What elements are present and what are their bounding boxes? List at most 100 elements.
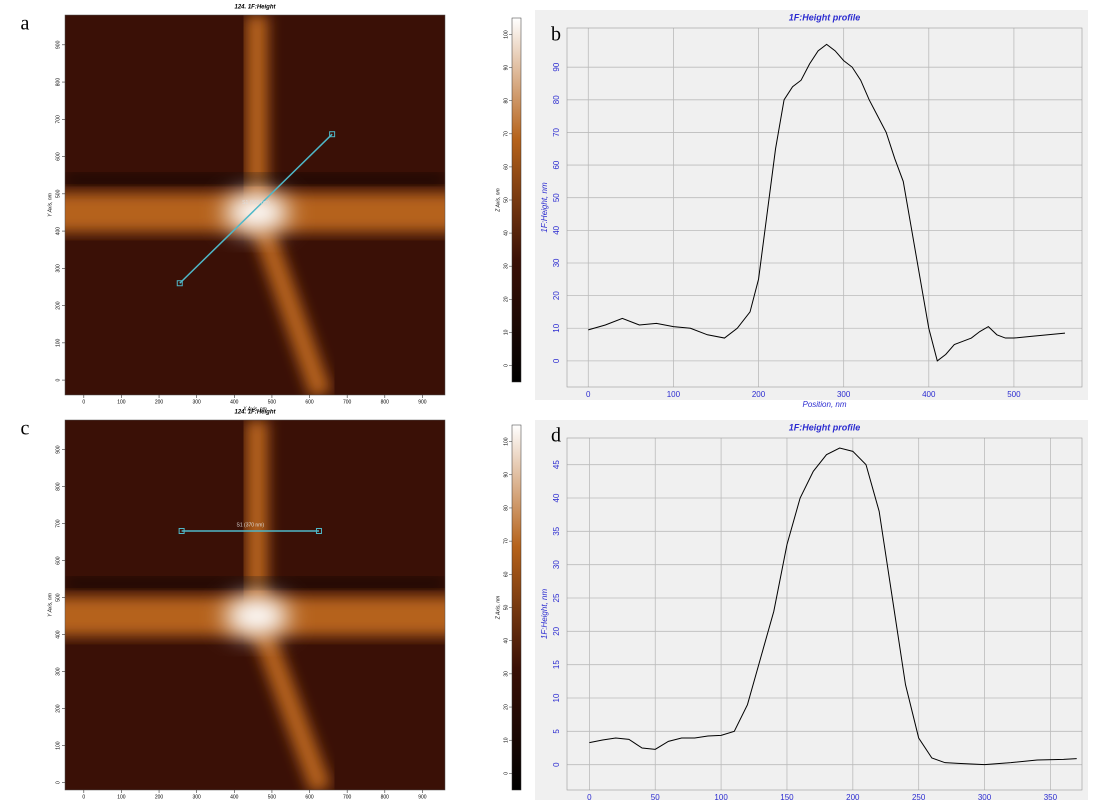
colorbar-tick-label: 10 xyxy=(503,329,509,335)
colorbar-tick-label: 40 xyxy=(503,638,509,644)
y-tick-label: 900 xyxy=(55,40,61,49)
image-frame xyxy=(64,14,446,396)
x-axis-label: X Axis, nm xyxy=(242,406,267,412)
x-tick-label: 0 xyxy=(586,390,591,399)
dark-band xyxy=(65,578,445,589)
x-tick-label: 200 xyxy=(155,794,164,800)
afm-image xyxy=(65,420,445,790)
image-frame xyxy=(64,419,446,791)
y-tick-label: 20 xyxy=(552,626,561,635)
y-tick-label: 700 xyxy=(55,115,61,124)
image-title: 124. 1F:Height xyxy=(234,5,276,11)
colorbar-tick-label: 70 xyxy=(503,538,509,544)
scan-endpoint xyxy=(176,280,183,287)
y-tick-label: 300 xyxy=(55,264,61,273)
colorbar-tick-label: 60 xyxy=(503,571,509,577)
y-tick-label: 60 xyxy=(552,160,561,169)
x-tick-label: 100 xyxy=(714,793,728,800)
panel-label: a xyxy=(21,13,30,35)
panel-label: b xyxy=(551,24,561,46)
y-axis-label: 1F:Height, nm xyxy=(540,182,549,233)
x-tick-label: 500 xyxy=(1007,390,1021,399)
y-tick-label: 90 xyxy=(552,62,561,71)
x-tick-label: 900 xyxy=(418,399,427,405)
y-tick-label: 300 xyxy=(55,667,61,676)
x-tick-label: 100 xyxy=(117,399,126,405)
scan-line xyxy=(179,133,333,284)
colorbar xyxy=(511,424,522,791)
colorbar-tick-label: 0 xyxy=(503,772,509,775)
x-tick-label: 800 xyxy=(381,794,390,800)
x-tick-label: 200 xyxy=(752,390,766,399)
x-tick-label: 150 xyxy=(780,793,794,800)
panel-background xyxy=(535,420,1088,800)
profile-line xyxy=(589,447,1077,766)
y-tick-label: 0 xyxy=(552,762,561,767)
y-tick-label: 800 xyxy=(55,482,61,491)
colorbar-tick-label: 10 xyxy=(503,737,509,743)
y-tick-label: 30 xyxy=(552,258,561,267)
y-tick-label: 100 xyxy=(55,741,61,750)
x-tick-label: 800 xyxy=(381,399,390,405)
plot-frame xyxy=(566,437,1083,791)
afm-image xyxy=(65,15,445,395)
colorbar-tick-label: 50 xyxy=(503,605,509,611)
scan-endpoint xyxy=(329,131,336,138)
x-tick-label: 0 xyxy=(82,399,85,405)
y-tick-label: 0 xyxy=(55,781,61,784)
colorbar-tick-label: 20 xyxy=(503,704,509,710)
y-tick-label: 600 xyxy=(55,556,61,565)
x-tick-label: 500 xyxy=(268,794,277,800)
y-tick-label: 50 xyxy=(552,193,561,202)
x-tick-label: 300 xyxy=(193,399,202,405)
y-tick-label: 800 xyxy=(55,78,61,87)
x-tick-label: 200 xyxy=(155,399,164,405)
chart-title: 1F:Height profile xyxy=(789,422,861,432)
colorbar-tick-label: 40 xyxy=(503,230,509,236)
x-tick-label: 700 xyxy=(343,399,352,405)
colorbar-tick-label: 30 xyxy=(503,263,509,269)
chart-title: 1F:Height profile xyxy=(789,12,861,22)
colorbar-tick-label: 80 xyxy=(503,505,509,511)
x-tick-label: 250 xyxy=(912,793,926,800)
scan-endpoint xyxy=(178,528,185,534)
y-tick-label: 20 xyxy=(552,291,561,300)
y-tick-label: 5 xyxy=(552,729,561,734)
colorbar-tick-label: 90 xyxy=(503,472,509,478)
x-tick-label: 300 xyxy=(837,390,851,399)
x-tick-label: 400 xyxy=(230,794,239,800)
x-tick-label: 500 xyxy=(268,399,277,405)
y-tick-label: 900 xyxy=(55,445,61,454)
y-tick-label: 400 xyxy=(55,227,61,236)
colorbar-tick-label: 70 xyxy=(503,131,509,137)
colorbar-tick-label: 60 xyxy=(503,164,509,170)
x-tick-label: 200 xyxy=(846,793,860,800)
bright-spot xyxy=(224,596,289,637)
colorbar-label: Z Axis, nm xyxy=(495,596,501,620)
panel-background xyxy=(535,10,1088,400)
y-tick-label: 200 xyxy=(55,704,61,713)
colorbar-tick-label: 90 xyxy=(503,65,509,71)
dark-band xyxy=(65,174,445,185)
colorbar-tick-label: 50 xyxy=(503,197,509,203)
y-tick-label: 35 xyxy=(552,526,561,535)
x-tick-label: 350 xyxy=(1044,793,1058,800)
colorbar-tick-label: 0 xyxy=(503,364,509,367)
x-tick-label: 100 xyxy=(117,794,126,800)
x-tick-label: 400 xyxy=(230,399,239,405)
colorbar xyxy=(511,17,522,383)
y-tick-label: 0 xyxy=(552,358,561,363)
panel-label: d xyxy=(551,425,561,447)
y-tick-label: 80 xyxy=(552,95,561,104)
y-tick-label: 25 xyxy=(552,593,561,602)
profile-line xyxy=(588,43,1066,362)
colorbar-label: Z Axis, nm xyxy=(495,188,501,212)
x-tick-label: 400 xyxy=(922,390,936,399)
y-tick-label: 400 xyxy=(55,630,61,639)
y-tick-label: 700 xyxy=(55,519,61,528)
plot-frame xyxy=(566,27,1083,388)
y-tick-label: 500 xyxy=(55,593,61,602)
x-tick-label: 600 xyxy=(305,399,314,405)
